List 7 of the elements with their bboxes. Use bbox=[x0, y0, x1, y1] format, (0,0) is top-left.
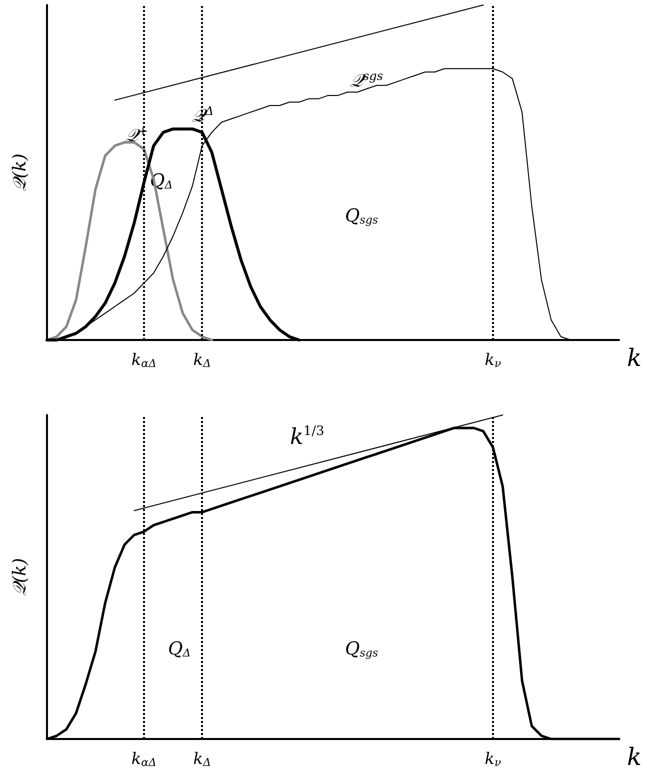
x-axis-title: k bbox=[627, 743, 642, 771]
x-axis-title: k bbox=[627, 344, 642, 372]
annotation: Qsgs bbox=[345, 638, 378, 660]
annotation: Qsgs bbox=[345, 206, 378, 226]
annotation: QΔ bbox=[168, 638, 191, 660]
y-axis-title: 𝒬(k) bbox=[10, 558, 30, 596]
y-axis-title: 𝒬(k) bbox=[10, 154, 30, 192]
